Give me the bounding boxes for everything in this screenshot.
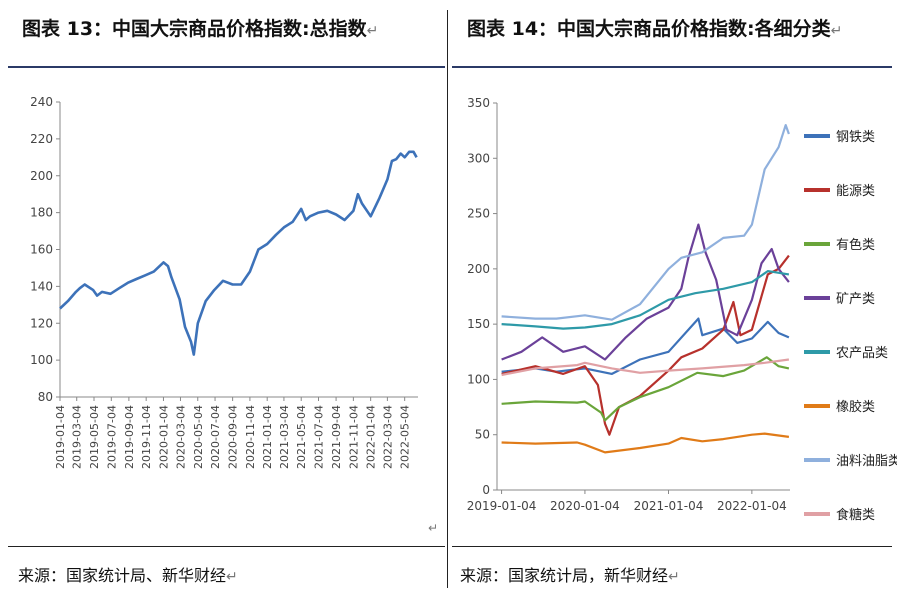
- x-tick-label: 2020-03-04: [174, 405, 187, 469]
- y-tick-label: 300: [467, 151, 490, 165]
- x-tick-label: 2019-01-04: [467, 499, 537, 513]
- return-mark: ↵: [830, 23, 843, 39]
- x-tick-label: 2019-07-04: [105, 405, 118, 469]
- x-tick-label: 2021-09-04: [330, 405, 343, 469]
- chart-right: 0 50 100 150 200 250 300 350 2019-01-04 2020-01-0…: [452, 70, 900, 540]
- y-tick-label: 0: [482, 483, 490, 497]
- title-rule-left: [8, 66, 445, 68]
- x-tick-label: 2022-01-04: [365, 405, 378, 469]
- y-tick-label: 180: [30, 206, 53, 220]
- x-tick-label: 2019-05-04: [88, 405, 101, 469]
- x-tick-label: 2021-05-04: [295, 405, 308, 469]
- x-tick-label: 2022-05-04: [399, 405, 412, 469]
- y-tick-label: 350: [467, 96, 490, 110]
- series-line-钢铁类: [501, 317, 790, 375]
- x-tick-label: 2021-11-04: [347, 405, 360, 469]
- y-tick-label: 50: [475, 428, 490, 442]
- y-tick-label: 160: [30, 243, 53, 257]
- y-tick-label: 100: [467, 372, 490, 386]
- series-line-油料油脂类: [501, 123, 790, 321]
- x-tick-label: 2019-01-04: [54, 405, 67, 469]
- chart-title-right-text: 图表 14：中国大宗商品价格指数:各细分类: [467, 18, 831, 40]
- chart-left: 80 100 120 140 160 180 200 220 240 2019-01-04 2019…: [0, 70, 445, 540]
- chart-right-svg: 0 50 100 150 200 250 300 350 2019-01-04 2020-01-0…: [467, 96, 900, 523]
- x-tick-label: 2021-03-04: [278, 405, 291, 469]
- return-mark: ↵: [668, 569, 680, 585]
- return-mark: ↵: [428, 521, 438, 535]
- source-left: 来源：国家统计局、新华财经↵: [18, 562, 238, 586]
- y-tick-label: 120: [30, 316, 53, 330]
- source-right-text: 来源：国家统计局，新华财经: [460, 566, 669, 585]
- source-rule-right: [452, 546, 892, 547]
- chart-title-left-text: 图表 13：中国大宗商品价格指数:总指数: [22, 18, 367, 40]
- x-tick-label: 2020-07-04: [209, 405, 222, 469]
- series-line: [59, 150, 418, 356]
- x-tick-label: 2022-01-04: [717, 499, 787, 513]
- x-tick-label: 2020-01-04: [157, 405, 170, 469]
- chart-left-svg: 80 100 120 140 160 180 200 220 240 2019-01-04 2019…: [30, 95, 438, 535]
- x-tick-label: 2019-11-04: [140, 405, 153, 469]
- y-tick-label: 140: [30, 279, 53, 293]
- x-tick-label: 2019-09-04: [123, 405, 136, 469]
- series-line-农产品类: [501, 270, 790, 330]
- x-tick-label: 2020-01-04: [550, 499, 620, 513]
- series-line-矿产类: [501, 223, 790, 361]
- legend-label: 食糖类: [836, 507, 875, 523]
- source-rule-left: [8, 546, 445, 547]
- series-line-有色类: [501, 356, 790, 422]
- series-line-食糖类: [501, 358, 790, 377]
- legend-label: 有色类: [836, 237, 875, 253]
- x-tick-label: 2019-03-04: [71, 405, 84, 469]
- y-tick-label: 200: [30, 169, 53, 183]
- x-tick-label: 2021-01-04: [634, 499, 704, 513]
- x-tick-label: 2021-01-04: [261, 405, 274, 469]
- y-tick-label: 80: [38, 390, 53, 404]
- legend-label: 橡胶类: [836, 399, 875, 415]
- chart-title-right: 图表 14：中国大宗商品价格指数:各细分类↵: [467, 14, 842, 41]
- series-line-橡胶类: [501, 432, 790, 454]
- legend-label: 油料油脂类: [836, 454, 897, 469]
- x-tick-label: 2021-07-04: [313, 405, 326, 469]
- y-tick-label: 240: [30, 95, 53, 109]
- panel-divider: [447, 10, 448, 588]
- source-left-text: 来源：国家统计局、新华财经: [18, 566, 227, 585]
- y-tick-label: 150: [467, 317, 490, 331]
- x-tick-label: 2022-03-04: [381, 405, 394, 469]
- y-tick-label: 220: [30, 132, 53, 146]
- y-tick-label: 200: [467, 262, 490, 276]
- y-tick-label: 100: [30, 353, 53, 367]
- x-tick-label: 2020-05-04: [192, 405, 205, 469]
- y-tick-label: 250: [467, 207, 490, 221]
- legend-label: 能源类: [836, 184, 875, 199]
- source-right: 来源：国家统计局，新华财经↵: [460, 562, 680, 586]
- return-mark: ↵: [226, 569, 238, 585]
- x-tick-label: 2020-11-04: [244, 405, 257, 469]
- x-tick-label: 2020-09-04: [227, 405, 240, 469]
- legend-label: 矿产类: [836, 292, 875, 307]
- return-mark: ↵: [366, 23, 379, 39]
- legend-label: 农产品类: [836, 346, 888, 361]
- legend-label: 钢铁类: [836, 130, 875, 145]
- title-rule-right: [452, 66, 892, 68]
- chart-title-left: 图表 13：中国大宗商品价格指数:总指数↵: [22, 14, 378, 41]
